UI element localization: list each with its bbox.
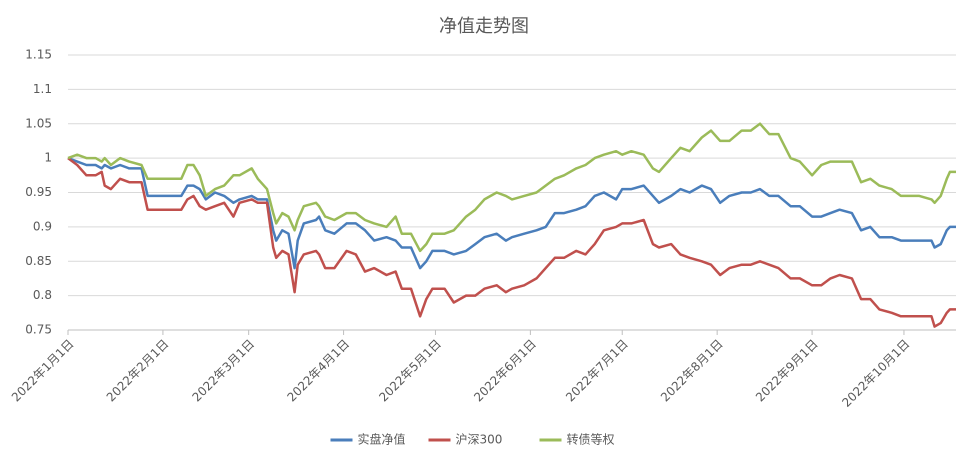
series-line [67, 122, 956, 253]
y-tick-label: 0.85 [25, 254, 52, 268]
x-tick-label: 2022年2月1日 [104, 337, 172, 405]
y-tick-label: 1.15 [25, 48, 52, 62]
legend-label: 转债等权 [567, 432, 615, 447]
x-tick-label: 2022年7月1日 [563, 337, 631, 405]
y-tick-label: 1 [44, 151, 52, 165]
legend-label: 沪深300 [456, 433, 503, 447]
legend-label: 实盘净值 [358, 432, 406, 447]
series-line [67, 157, 956, 328]
series-line [67, 156, 956, 270]
x-tick-label: 2022年8月1日 [658, 337, 726, 405]
y-tick-label: 0.9 [33, 219, 52, 233]
chart-title: 净值走势图 [439, 16, 529, 37]
x-tick-label: 2022年4月1日 [284, 337, 352, 405]
y-tick-label: 0.75 [25, 323, 52, 337]
y-tick-label: 0.8 [33, 288, 52, 302]
x-tick-label: 2022年9月1日 [753, 337, 821, 405]
x-tick-label: 2022年10月1日 [839, 337, 912, 410]
x-tick-label: 2022年5月1日 [376, 337, 444, 405]
y-tick-label: 1.05 [25, 116, 52, 130]
x-tick-label: 2022年1月1日 [9, 337, 77, 405]
x-tick-label: 2022年6月1日 [471, 337, 539, 405]
y-tick-label: 0.95 [25, 185, 52, 199]
x-tick-label: 2022年3月1日 [190, 337, 258, 405]
y-tick-label: 1.1 [33, 82, 52, 96]
